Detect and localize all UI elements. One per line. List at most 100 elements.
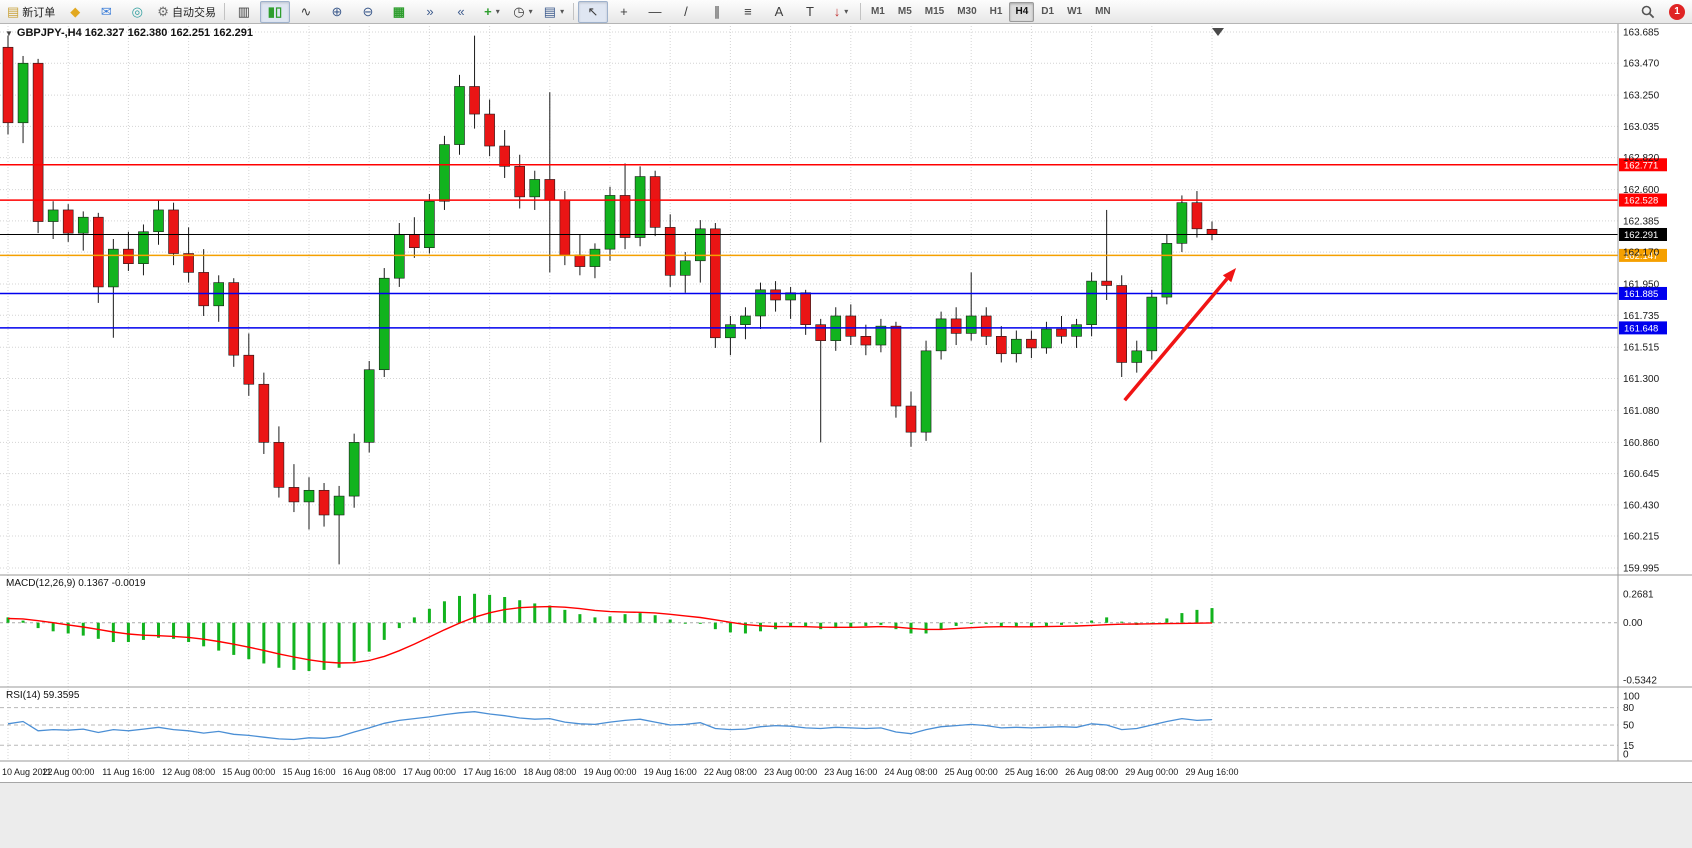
svg-text:19 Aug 16:00: 19 Aug 16:00 xyxy=(644,767,697,777)
toolbar: ▤ 新订单 ◆ ✉ ◎ ⚙ 自动交易 ▥ ▮▯ ∿ ⊕ ⊖ ▦ » « + ▾ … xyxy=(0,0,1692,24)
svg-text:19 Aug 00:00: 19 Aug 00:00 xyxy=(583,767,636,777)
chevron-down-icon: ▾ xyxy=(560,7,565,16)
zoom-in-icon: ⊕ xyxy=(331,4,343,19)
notification-count: 1 xyxy=(1674,6,1680,17)
periods-button[interactable]: ◷ ▾ xyxy=(508,1,538,23)
svg-text:29 Aug 00:00: 29 Aug 00:00 xyxy=(1125,767,1178,777)
text-tool-button[interactable]: A xyxy=(764,1,794,23)
svg-text:160.215: 160.215 xyxy=(1623,532,1660,543)
timeframe-button-m30[interactable]: M30 xyxy=(957,6,977,17)
funnel-icon: ◆ xyxy=(70,4,81,19)
autotrading-label: 自动交易 xyxy=(171,6,216,19)
svg-text:100: 100 xyxy=(1623,692,1640,703)
horizontal-level-lines[interactable]: 162.771 162.528 162.291 162.147 161.885 161.6… xyxy=(0,158,1667,335)
svg-text:25 Aug 00:00: 25 Aug 00:00 xyxy=(945,767,998,777)
svg-text:162.820: 162.820 xyxy=(1623,153,1660,164)
arrows-tool-button[interactable]: ↓ ▾ xyxy=(826,1,856,23)
profile-button[interactable]: ◆ xyxy=(60,1,90,23)
toolbar-separator xyxy=(223,3,225,20)
horizontal-line-icon: — xyxy=(648,4,662,19)
svg-text:162.528: 162.528 xyxy=(1624,196,1658,207)
fibonacci-tool-button[interactable]: ≡ xyxy=(733,1,763,23)
auto-scroll-button[interactable]: » xyxy=(415,1,445,23)
bar-chart-icon: ▥ xyxy=(237,4,251,19)
chart-title: GBPJPY-,H4 162.327 162.380 162.251 162.2… xyxy=(16,27,253,39)
tile-windows-button[interactable]: ▦ xyxy=(384,1,414,23)
svg-text:162.385: 162.385 xyxy=(1623,216,1660,227)
candlestick-chart-button[interactable]: ▮▯ xyxy=(259,0,290,23)
chat-icon: ✉ xyxy=(100,4,112,19)
toolbar-separator xyxy=(572,3,574,20)
svg-text:159.995: 159.995 xyxy=(1623,564,1660,575)
trend-arrow-annotation[interactable] xyxy=(1123,268,1237,402)
timeframe-group: M1 M5 M15 M30 H1 H4 D1 W1 MN xyxy=(865,1,1117,22)
svg-text:161.950: 161.950 xyxy=(1623,280,1660,291)
trendline-icon: / xyxy=(684,4,688,19)
chevron-down-icon: ▾ xyxy=(844,7,849,16)
fibonacci-icon: ≡ xyxy=(744,4,752,19)
svg-text:15: 15 xyxy=(1623,741,1635,752)
svg-text:161.735: 161.735 xyxy=(1623,311,1660,322)
trendline-tool-button[interactable]: / xyxy=(671,1,701,23)
bar-chart-button[interactable]: ▥ xyxy=(229,1,259,23)
zoom-in-button[interactable]: ⊕ xyxy=(322,1,352,23)
autotrading-button[interactable]: ⚙ 自动交易 xyxy=(153,1,220,23)
chart-shift-marker[interactable] xyxy=(1212,28,1224,36)
chart-menu-arrow-icon[interactable]: ▼ xyxy=(5,28,13,38)
svg-text:11 Aug 00:00: 11 Aug 00:00 xyxy=(42,767,94,777)
svg-text:0: 0 xyxy=(1623,750,1629,761)
horizontal-line-tool-button[interactable]: — xyxy=(640,1,670,23)
timeframe-button-h4[interactable]: H4 xyxy=(1009,1,1035,22)
channel-icon: ∥ xyxy=(713,4,721,19)
svg-text:80: 80 xyxy=(1623,703,1635,714)
templates-button[interactable]: ▤ ▾ xyxy=(539,1,569,23)
crosshair-tool-button[interactable]: + xyxy=(609,1,639,23)
line-chart-icon: ∿ xyxy=(300,4,312,19)
chart-canvas[interactable]: 162.771 162.528 162.291 162.147 161.885 161.6… xyxy=(0,24,1692,782)
svg-text:163.250: 163.250 xyxy=(1623,91,1660,102)
svg-text:161.080: 161.080 xyxy=(1623,406,1660,417)
chart-shift-button[interactable]: « xyxy=(446,1,476,23)
timeframe-button-m15[interactable]: M15 xyxy=(924,6,945,17)
community-button[interactable]: ◎ xyxy=(122,1,152,23)
svg-text:29 Aug 16:00: 29 Aug 16:00 xyxy=(1185,767,1238,777)
svg-text:16 Aug 08:00: 16 Aug 08:00 xyxy=(343,767,396,777)
notification-badge[interactable]: 1 xyxy=(1669,3,1685,20)
svg-text:0.00: 0.00 xyxy=(1623,618,1643,629)
svg-text:10 Aug 2022: 10 Aug 2022 xyxy=(2,767,53,777)
chat-button[interactable]: ✉ xyxy=(91,1,121,23)
chart-shift-icon: « xyxy=(457,4,465,19)
label-tool-button[interactable]: T xyxy=(795,1,825,23)
template-icon: ▤ xyxy=(543,4,557,19)
timeframe-button-m1[interactable]: M1 xyxy=(870,6,885,17)
channel-tool-button[interactable]: ∥ xyxy=(702,1,732,23)
timeframe-button-m5[interactable]: M5 xyxy=(897,6,912,17)
svg-text:15 Aug 00:00: 15 Aug 00:00 xyxy=(222,767,275,777)
zoom-out-button[interactable]: ⊖ xyxy=(353,1,383,23)
svg-text:161.300: 161.300 xyxy=(1623,374,1660,385)
timeframe-button-w1[interactable]: W1 xyxy=(1067,6,1083,17)
chart-window[interactable]: 162.771 162.528 162.291 162.147 161.885 161.6… xyxy=(0,24,1692,782)
search-button[interactable] xyxy=(1633,1,1663,23)
indicators-button[interactable]: + ▾ xyxy=(477,1,507,23)
auto-scroll-icon: » xyxy=(426,4,434,19)
toolbar-separator xyxy=(859,3,861,20)
tile-windows-icon: ▦ xyxy=(392,4,406,19)
macd-signal-line xyxy=(7,605,1213,664)
rsi-line xyxy=(7,711,1213,741)
chart-title-wrap: ▼ GBPJPY-,H4 162.327 162.380 162.251 162… xyxy=(5,27,253,39)
price-axis[interactable]: 163.685 163.470 163.250 163.035 162.820 162.6… xyxy=(1623,28,1660,761)
timeframe-button-h1[interactable]: H1 xyxy=(989,6,1003,17)
cursor-tool-button[interactable]: ↖ xyxy=(577,0,608,23)
svg-text:162.600: 162.600 xyxy=(1623,185,1660,196)
crosshair-icon: + xyxy=(620,4,628,19)
clock-icon: ◷ xyxy=(513,4,525,19)
line-chart-button[interactable]: ∿ xyxy=(291,1,321,23)
svg-text:18 Aug 08:00: 18 Aug 08:00 xyxy=(523,767,576,777)
rsi-indicator-label: RSI(14) 59.3595 xyxy=(6,690,80,701)
timeframe-button-d1[interactable]: D1 xyxy=(1041,6,1055,17)
new-order-button[interactable]: ▤ 新订单 xyxy=(3,1,59,23)
timeframe-button-mn[interactable]: MN xyxy=(1095,6,1111,17)
